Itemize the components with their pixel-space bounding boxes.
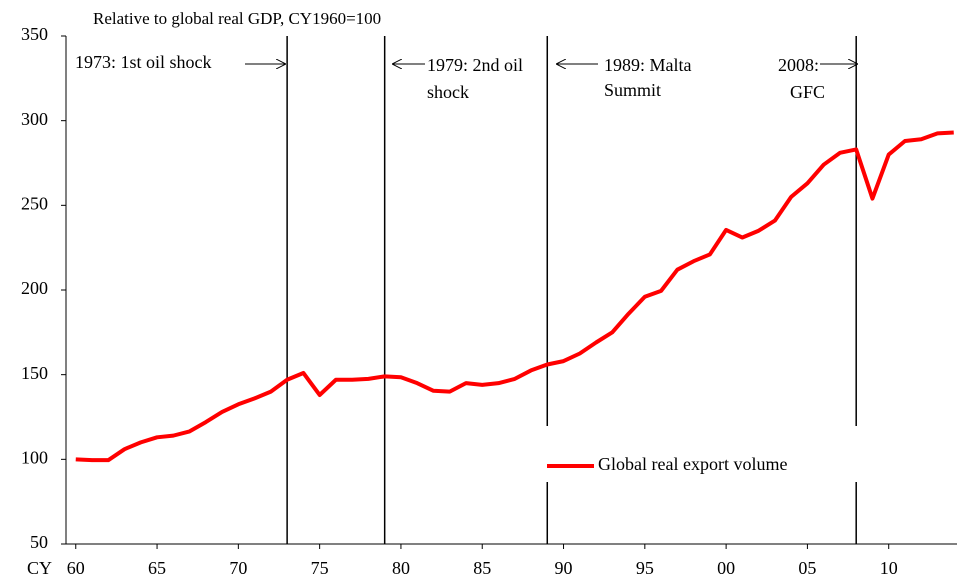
annotation-text: 2008: <box>778 55 819 75</box>
y-tick-label: 100 <box>21 447 48 467</box>
annotation-text: 1989: Malta <box>604 55 692 75</box>
y-tick-label: 250 <box>21 193 48 213</box>
x-tick-label: 90 <box>555 558 573 578</box>
x-tick-label: 75 <box>311 558 329 578</box>
subtitle: Relative to global real GDP, CY1960=100 <box>93 9 381 28</box>
x-tick-label: 00 <box>717 558 735 578</box>
x-tick-label: 05 <box>798 558 816 578</box>
data-line <box>75 130 954 463</box>
x-tick-label: 60 <box>67 558 85 578</box>
x-tick-label: 10 <box>880 558 898 578</box>
x-tick-label: 95 <box>636 558 654 578</box>
annotation-text: 1979: 2nd oil <box>427 55 523 75</box>
x-tick-label: 85 <box>473 558 491 578</box>
y-tick-label: 350 <box>21 24 48 44</box>
legend-label: Global real export volume <box>598 454 787 474</box>
x-tick-label: 80 <box>392 558 410 578</box>
annotation-text: GFC <box>790 82 825 102</box>
annotation-text: 1973: 1st oil shock <box>75 52 212 72</box>
x-tick-label: 65 <box>148 558 166 578</box>
y-tick-label: 300 <box>21 109 48 129</box>
annotation-text: Summit <box>604 80 661 100</box>
annotation-text: shock <box>427 82 469 102</box>
y-tick-label: 200 <box>21 278 48 298</box>
x-prefix: CY <box>27 558 52 578</box>
x-tick-label: 70 <box>229 558 247 578</box>
y-tick-label: 150 <box>21 363 48 383</box>
y-tick-label: 50 <box>30 532 48 552</box>
